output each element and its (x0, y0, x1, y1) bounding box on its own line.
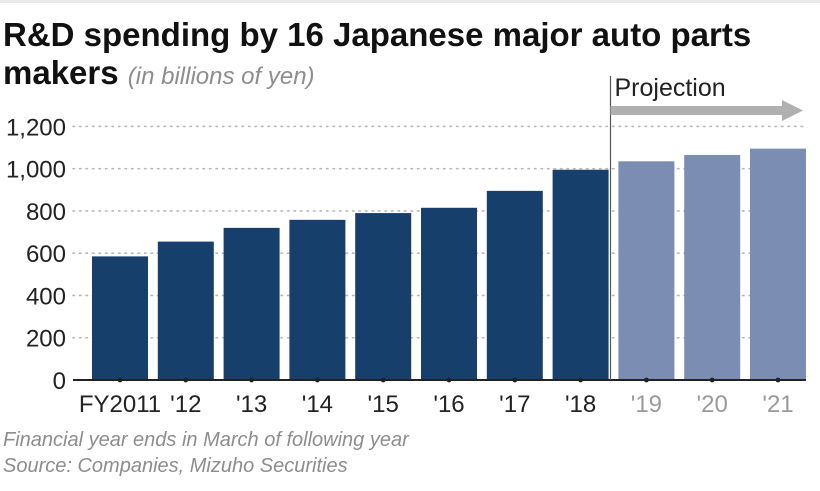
bar-5 (355, 213, 412, 380)
y-tick-label: 1,000 (6, 157, 66, 184)
x-tick-label: '21 (762, 391, 793, 418)
x-tick-dot (249, 377, 255, 383)
y-tick-label: 1,200 (6, 114, 66, 141)
grid-lines (72, 125, 807, 339)
footnote-source: Source: Companies, Mizuho Securities (3, 455, 348, 477)
bar-3 (223, 227, 280, 380)
bar-9 (618, 161, 675, 380)
x-tick-label: '16 (433, 391, 464, 418)
y-tick-label: 600 (26, 241, 66, 268)
y-tick-label: 400 (26, 283, 66, 310)
bar-2 (157, 241, 214, 380)
y-tick-label: 200 (26, 326, 66, 353)
x-tick-dot (183, 377, 189, 383)
y-tick-label: 800 (26, 199, 66, 226)
projection-indicator: Projection (609, 74, 803, 380)
x-tick-label: '17 (499, 391, 530, 418)
chart-subtitle: (in billions of yen) (127, 63, 315, 90)
x-tick-label: '18 (565, 391, 596, 418)
bar-11 (750, 148, 806, 380)
chart-title-text: R&D spending by 16 Japanese major auto p… (3, 16, 752, 91)
y-axis-ticks: 0 200 400 600 800 1,000 1,200 (6, 114, 66, 395)
x-tick-dot (512, 377, 518, 383)
x-tick-dot (644, 377, 649, 383)
x-tick-label: '13 (236, 391, 267, 418)
x-tick-dot (775, 377, 781, 383)
x-tick-label: FY2011 (79, 391, 161, 418)
projection-arrow-shaft (610, 106, 782, 115)
x-tick-label: '15 (368, 391, 399, 418)
bar-8 (552, 169, 609, 380)
x-tick-dot (315, 377, 320, 383)
y-tick-label: 0 (53, 368, 66, 395)
x-tick-label: '12 (170, 391, 201, 418)
bar-chart: 0 200 400 600 800 1,000 1,200 FY2011 '12 '13 '14 '… (6, 74, 807, 418)
x-tick-label: '14 (302, 391, 333, 418)
bar-4 (289, 219, 346, 380)
x-tick-dot (446, 377, 452, 383)
bar-1 (92, 256, 148, 380)
bar-6 (421, 207, 477, 380)
bars (92, 148, 806, 380)
projection-label: Projection (615, 74, 726, 102)
top-rule (0, 0, 820, 3)
footnote-fiscal-year: Financial year ends in March of followin… (3, 429, 409, 451)
x-tick-label: '20 (697, 391, 728, 418)
x-tick-dot (709, 377, 715, 383)
bar-10 (684, 154, 741, 380)
chart-title: R&D spending by 16 Japanese major auto p… (3, 16, 813, 96)
x-axis: FY2011 '12 '13 '14 '15 '16 '17 '18 '19 '20 '21 (73, 377, 806, 418)
x-tick-dot (117, 377, 123, 383)
bar-7 (486, 190, 543, 380)
projection-arrow-icon (782, 100, 803, 121)
x-tick-dot (380, 377, 386, 383)
x-tick-dot (578, 377, 583, 383)
x-tick-label: '19 (631, 391, 662, 418)
